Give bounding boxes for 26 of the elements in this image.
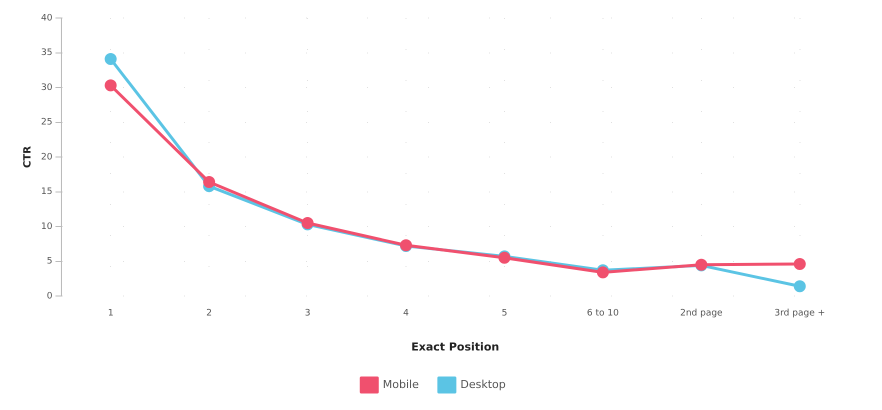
point xyxy=(104,79,117,92)
x-tick-label: 3rd page + xyxy=(774,308,826,319)
y-tick-label: 20 xyxy=(41,152,53,162)
point xyxy=(794,258,806,270)
y-tick-label: 15 xyxy=(41,187,52,198)
legend-label: Mobile xyxy=(382,378,420,391)
x-tick-label: 3 xyxy=(304,308,310,319)
y-tick-label: 10 xyxy=(41,222,53,232)
x-axis-title: Exact Position xyxy=(411,340,500,354)
y-tick-label: 40 xyxy=(41,13,53,24)
x-tick-label: 2 xyxy=(206,308,212,319)
x-tick-label: 1 xyxy=(108,308,114,319)
y-tick-label: 5 xyxy=(46,256,52,267)
x-tick-label: 4 xyxy=(403,308,410,319)
y-axis-title: CTR xyxy=(22,146,34,168)
x-tick-label: 2nd page xyxy=(680,308,724,319)
point xyxy=(104,53,117,66)
y-tick-label: 35 xyxy=(41,48,52,58)
y-tick-label: 30 xyxy=(41,82,53,93)
y-tick-label: 0 xyxy=(46,291,53,302)
x-tick-label: 5 xyxy=(502,308,508,319)
point xyxy=(794,280,806,292)
legend-label: Desktop xyxy=(460,378,506,391)
y-tick-label: 25 xyxy=(41,118,52,128)
point xyxy=(203,176,216,188)
x-tick-label: 6 to 10 xyxy=(586,308,620,319)
